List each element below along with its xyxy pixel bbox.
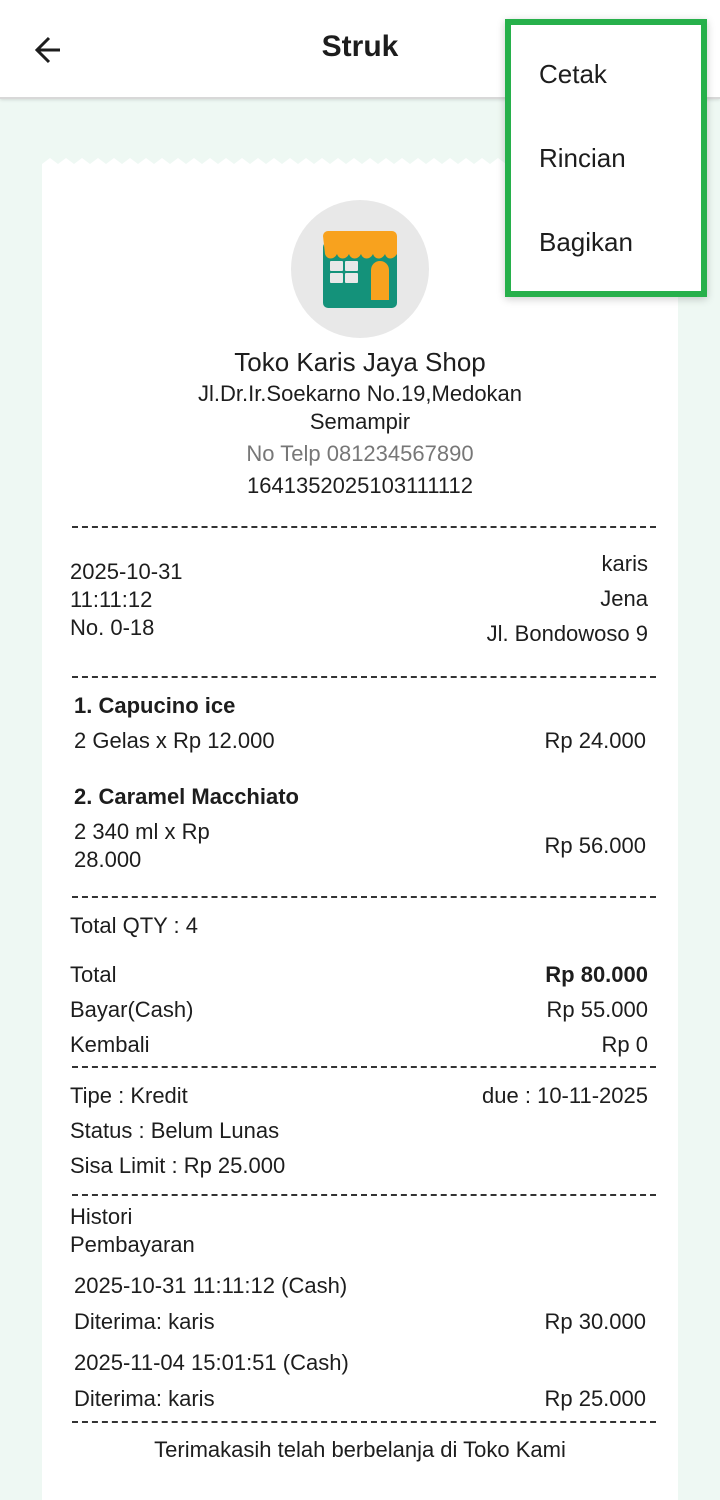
divider	[72, 1066, 656, 1068]
item-name: 2. Caramel Macchiato	[74, 784, 299, 809]
receipt-time: 11:11:12	[70, 587, 153, 612]
change-label: Kembali	[70, 1032, 150, 1057]
payment-type: Tipe : Kredit	[70, 1083, 188, 1108]
overflow-menu: Cetak Rincian Bagikan	[505, 19, 707, 297]
page-title: Struk	[321, 30, 399, 63]
arrow-left-icon[interactable]	[30, 30, 70, 70]
history-received: Diterima: karis	[74, 1309, 215, 1334]
customer-name: Jena	[600, 586, 648, 611]
storefront-icon	[323, 231, 397, 308]
footer-message: Terimakasih telah berbelanja di Toko Kam…	[154, 1437, 566, 1462]
history-title: Histori	[70, 1204, 133, 1229]
history-received: Diterima: karis	[74, 1386, 215, 1411]
menu-item-bagikan[interactable]: Bagikan	[539, 227, 633, 257]
remaining-limit: Sisa Limit : Rp 25.000	[70, 1153, 286, 1178]
menu-item-cetak[interactable]: Cetak	[539, 59, 607, 89]
receipt-card	[42, 170, 678, 1500]
store-phone: No Telp 081234567890	[246, 441, 474, 466]
divider	[72, 896, 656, 898]
divider	[72, 1421, 656, 1423]
cashier: karis	[601, 551, 648, 576]
receipt-code: 1641352025103111112	[247, 473, 473, 498]
history-datetime: 2025-11-04 15:01:51 (Cash)	[74, 1350, 349, 1375]
paid-label: Bayar(Cash)	[70, 997, 194, 1022]
store-logo	[291, 200, 429, 338]
item-name: 1. Capucino ice	[74, 693, 236, 718]
divider	[72, 676, 656, 678]
store-address-line2: Semampir	[309, 409, 411, 434]
change-value: Rp 0	[601, 1032, 648, 1057]
history-amount: Rp 25.000	[544, 1386, 646, 1411]
menu-item-rincian[interactable]: Rincian	[539, 143, 626, 173]
item-qty: 2 Gelas x Rp 12.000	[74, 728, 275, 753]
item-qty-cont: 28.000	[74, 847, 142, 872]
payment-status: Status : Belum Lunas	[70, 1118, 280, 1143]
total-label: Total	[70, 962, 117, 987]
item-subtotal: Rp 24.000	[544, 728, 646, 753]
due-date: due : 10-11-2025	[482, 1083, 648, 1108]
store-name: Toko Karis Jaya Shop	[234, 347, 486, 377]
divider	[72, 526, 656, 528]
item-qty: 2 340 ml x Rp	[74, 819, 210, 844]
history-datetime: 2025-10-31 11:11:12 (Cash)	[74, 1273, 348, 1298]
item-subtotal: Rp 56.000	[544, 833, 646, 858]
store-address-line1: Jl.Dr.Ir.Soekarno No.19,Medokan	[197, 381, 523, 406]
divider	[72, 1194, 656, 1196]
total-qty: Total QTY : 4	[70, 913, 198, 938]
history-amount: Rp 30.000	[544, 1309, 646, 1334]
paid-value: Rp 55.000	[546, 997, 648, 1022]
customer-address: Jl. Bondowoso 9	[486, 621, 648, 646]
total-value: Rp 80.000	[545, 962, 648, 987]
receipt-date: 2025-10-31	[70, 559, 183, 584]
receipt-number: No. 0-18	[70, 615, 155, 640]
history-title-cont: Pembayaran	[70, 1232, 195, 1257]
